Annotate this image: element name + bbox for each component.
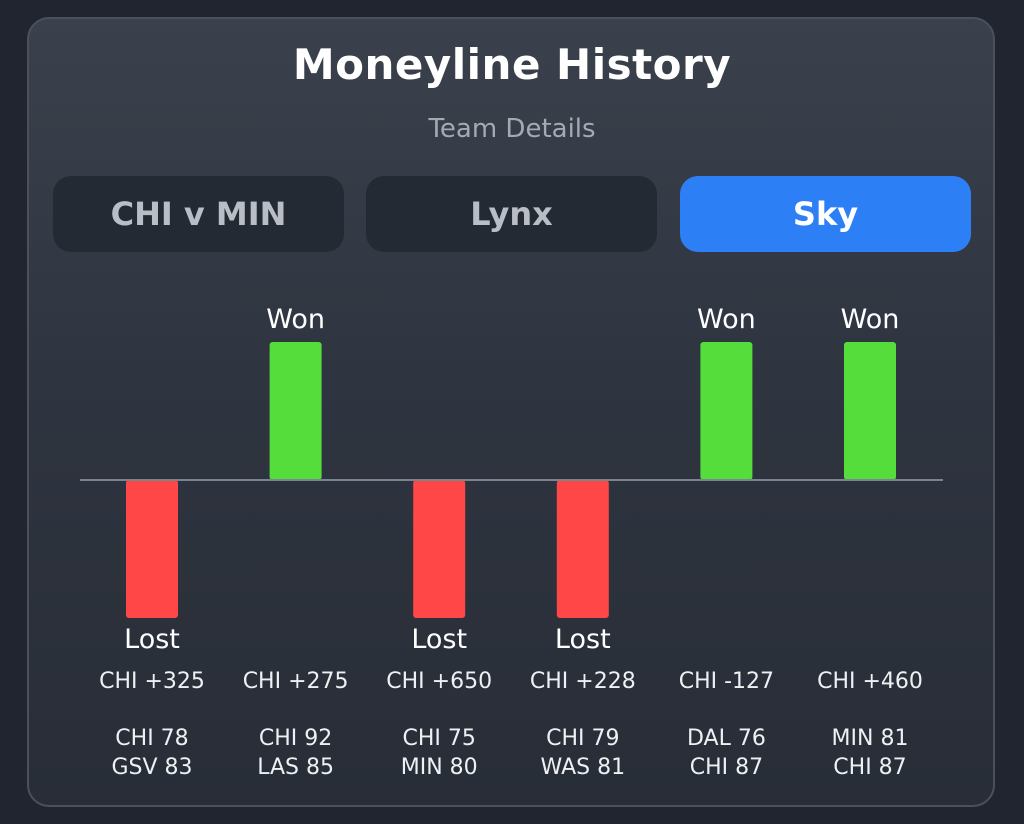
lost-bar — [413, 480, 466, 618]
score-line-2: CHI 87 — [690, 755, 763, 780]
score-line-2: LAS 85 — [257, 755, 334, 780]
tab-sky[interactable]: Sky — [680, 176, 971, 252]
tab-matchup[interactable]: CHI v MIN — [53, 176, 344, 252]
won-bar — [844, 342, 896, 480]
odds-label: CHI -127 — [679, 669, 774, 694]
lost-bar — [556, 480, 609, 618]
score-line-1: CHI 78 — [115, 726, 188, 751]
score-line-1: CHI 92 — [259, 726, 332, 751]
score-line-2: WAS 81 — [541, 755, 626, 780]
odds-label: CHI +460 — [817, 669, 923, 694]
tab-lynx[interactable]: Lynx — [366, 176, 657, 252]
odds-label: CHI +650 — [386, 669, 492, 694]
result-label: Won — [697, 304, 756, 335]
score-line-1: DAL 76 — [687, 726, 766, 751]
lost-bar — [126, 480, 178, 618]
result-label: Lost — [124, 624, 180, 655]
result-label: Won — [266, 304, 325, 335]
odds-label: CHI +275 — [243, 669, 349, 694]
result-label: Won — [841, 304, 900, 335]
page-title: Moneyline History — [292, 40, 732, 89]
odds-label: CHI +325 — [99, 669, 205, 694]
won-bar — [700, 342, 753, 480]
result-label: Lost — [555, 624, 611, 655]
odds-label: CHI +228 — [530, 669, 636, 694]
score-line-2: CHI 87 — [833, 755, 906, 780]
score-line-1: CHI 75 — [403, 726, 476, 751]
result-label: Lost — [411, 624, 467, 655]
score-line-1: MIN 81 — [832, 726, 909, 751]
page-subtitle: Team Details — [428, 114, 596, 144]
won-bar — [269, 342, 322, 480]
score-line-2: MIN 80 — [401, 755, 478, 780]
moneyline-card — [27, 17, 995, 807]
score-line-2: GSV 83 — [111, 755, 192, 780]
score-line-1: CHI 79 — [546, 726, 619, 751]
